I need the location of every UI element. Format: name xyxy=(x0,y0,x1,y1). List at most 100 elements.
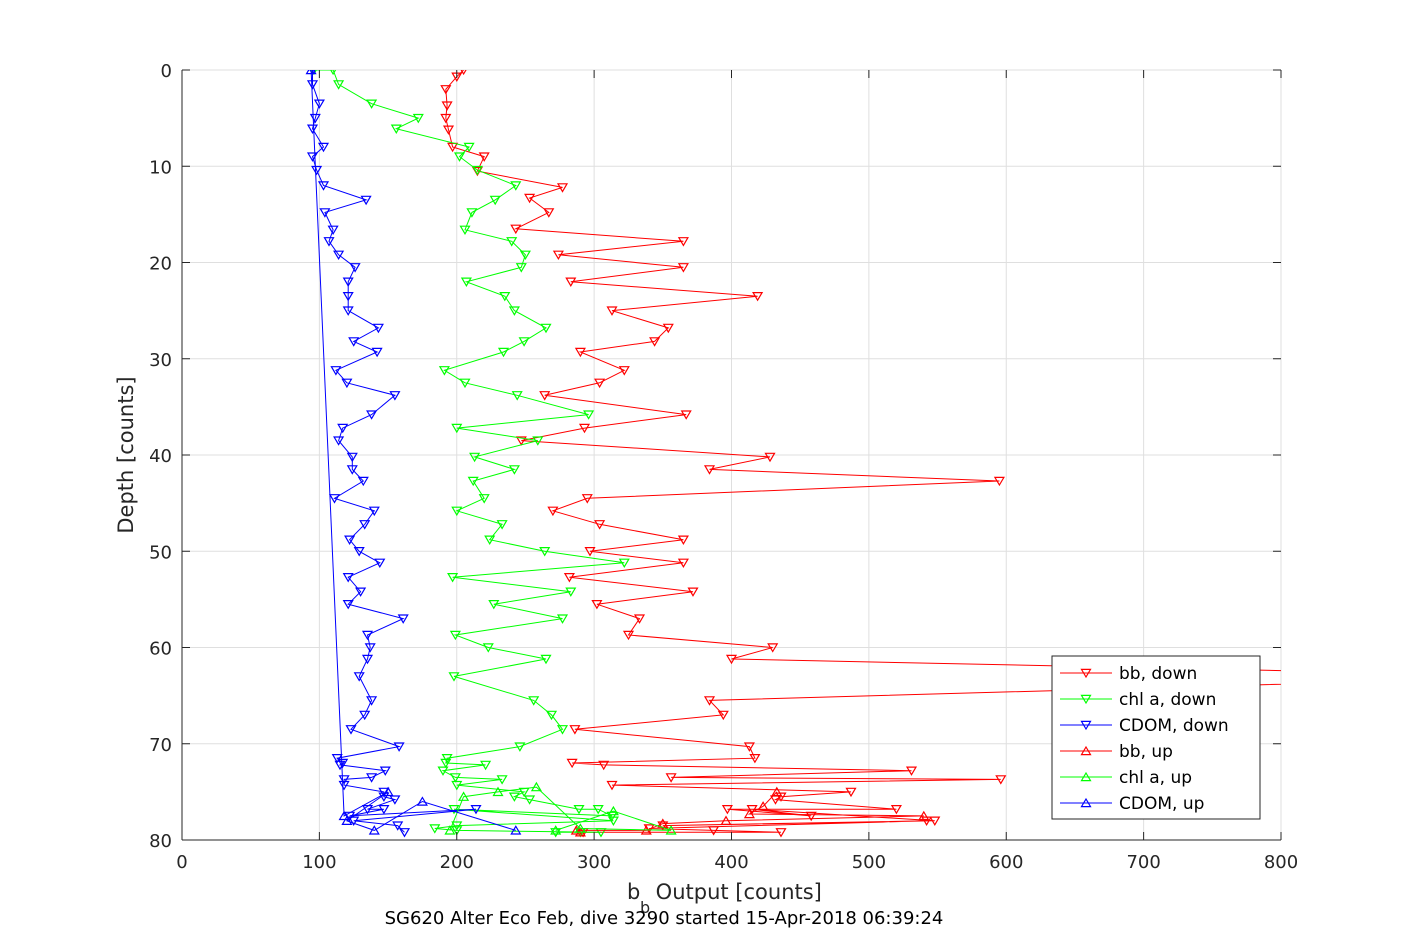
data-point-marker xyxy=(440,113,452,124)
x-tick-label: 200 xyxy=(440,852,474,873)
data-point-marker xyxy=(680,410,692,420)
data-point-marker xyxy=(451,780,463,791)
data-point-marker xyxy=(749,753,761,764)
data-point-marker xyxy=(366,99,378,109)
data-point-marker xyxy=(338,810,350,821)
data-point-marker xyxy=(993,476,1005,487)
data-point-marker xyxy=(556,614,569,624)
data-point-marker xyxy=(309,70,316,76)
x-tick-label: 400 xyxy=(714,852,748,873)
data-point-marker xyxy=(720,815,732,826)
data-point-marker xyxy=(995,775,1007,785)
data-point-marker xyxy=(662,323,674,334)
data-point-marker xyxy=(499,292,511,302)
data-point-marker xyxy=(545,710,558,721)
data-point-marker xyxy=(606,811,618,822)
data-point-marker xyxy=(346,452,358,463)
data-point-marker xyxy=(565,277,577,287)
data-point-marker xyxy=(478,152,490,162)
data-point-marker xyxy=(775,792,787,802)
data-point-marker xyxy=(606,306,618,316)
data-point-marker xyxy=(438,366,450,376)
legend-label: chl a, down xyxy=(1119,690,1216,710)
series-line xyxy=(310,70,516,831)
data-point-marker xyxy=(466,208,478,218)
data-point-marker xyxy=(348,337,360,347)
y-tick-label: 10 xyxy=(149,157,172,178)
data-point-marker xyxy=(574,347,586,358)
data-point-marker xyxy=(532,436,544,446)
x-tick-label: 800 xyxy=(1264,852,1298,873)
data-point-marker xyxy=(389,795,401,805)
data-point-marker xyxy=(552,250,564,260)
data-point-marker xyxy=(361,804,374,815)
data-point-marker xyxy=(306,80,319,90)
legend-marker xyxy=(1080,694,1092,705)
data-point-marker xyxy=(342,277,354,287)
data-point-marker xyxy=(488,599,500,610)
y-tick-label: 30 xyxy=(149,350,172,371)
data-point-marker xyxy=(524,795,536,805)
data-point-marker xyxy=(366,696,378,706)
data-point-marker xyxy=(371,347,383,358)
legend-label: bb, down xyxy=(1119,664,1197,684)
legend-label: CDOM, up xyxy=(1119,794,1204,814)
data-point-marker xyxy=(337,423,349,434)
data-point-marker xyxy=(717,710,729,721)
data-point-marker xyxy=(606,780,618,791)
data-point-marker xyxy=(360,195,372,206)
data-point-marker xyxy=(607,816,619,826)
legend-box xyxy=(1051,655,1261,820)
data-point-marker xyxy=(317,142,330,153)
data-point-marker xyxy=(508,792,520,802)
data-point-marker xyxy=(845,787,857,798)
series-line xyxy=(449,786,672,831)
data-point-marker xyxy=(441,101,453,111)
data-point-marker xyxy=(451,506,463,517)
data-point-marker xyxy=(471,165,483,176)
data-point-marker xyxy=(530,781,542,792)
x-tick-label: 100 xyxy=(302,852,336,873)
data-point-marker xyxy=(563,572,575,583)
data-point-marker xyxy=(508,465,520,475)
data-point-marker xyxy=(618,558,630,568)
data-point-marker xyxy=(515,436,527,446)
data-point-marker xyxy=(482,643,494,653)
data-point-marker xyxy=(459,378,471,389)
x-tick-label: 0 xyxy=(176,852,187,873)
y-tick-label: 60 xyxy=(149,639,172,660)
data-point-marker xyxy=(496,775,508,785)
data-point-marker xyxy=(764,452,776,463)
data-point-marker xyxy=(805,811,817,822)
data-point-marker xyxy=(397,614,409,624)
data-point-marker xyxy=(510,224,522,235)
data-point-marker xyxy=(539,546,551,557)
data-point-marker xyxy=(333,436,345,446)
data-point-marker xyxy=(540,323,552,334)
data-point-marker xyxy=(342,572,354,583)
legend-marker xyxy=(1080,668,1092,679)
data-point-marker xyxy=(348,816,360,826)
data-point-marker xyxy=(368,825,380,835)
y-tick-label: 40 xyxy=(149,446,172,467)
data-point-marker xyxy=(359,710,371,721)
data-point-marker xyxy=(441,753,453,764)
legend-marker xyxy=(1080,745,1092,756)
data-point-marker xyxy=(416,796,428,806)
data-point-marker xyxy=(470,804,482,815)
data-point-marker xyxy=(518,337,530,347)
data-point-marker xyxy=(361,630,374,641)
data-point-marker xyxy=(364,643,376,653)
data-point-marker xyxy=(510,825,522,835)
data-point-marker xyxy=(775,828,787,838)
data-point-marker xyxy=(447,142,459,153)
legend-label: chl a, up xyxy=(1119,768,1192,788)
data-point-marker xyxy=(449,630,461,641)
y-tick-label: 50 xyxy=(149,542,172,563)
data-point-marker xyxy=(570,825,582,835)
data-point-marker xyxy=(463,142,475,153)
data-point-marker xyxy=(342,599,354,610)
axes: 0 100 200 300 400 500 600 700 800 0 10 20 30 40 50 60 70… xyxy=(149,61,1298,873)
data-point-marker xyxy=(306,124,319,134)
data-point-marker xyxy=(480,760,492,771)
